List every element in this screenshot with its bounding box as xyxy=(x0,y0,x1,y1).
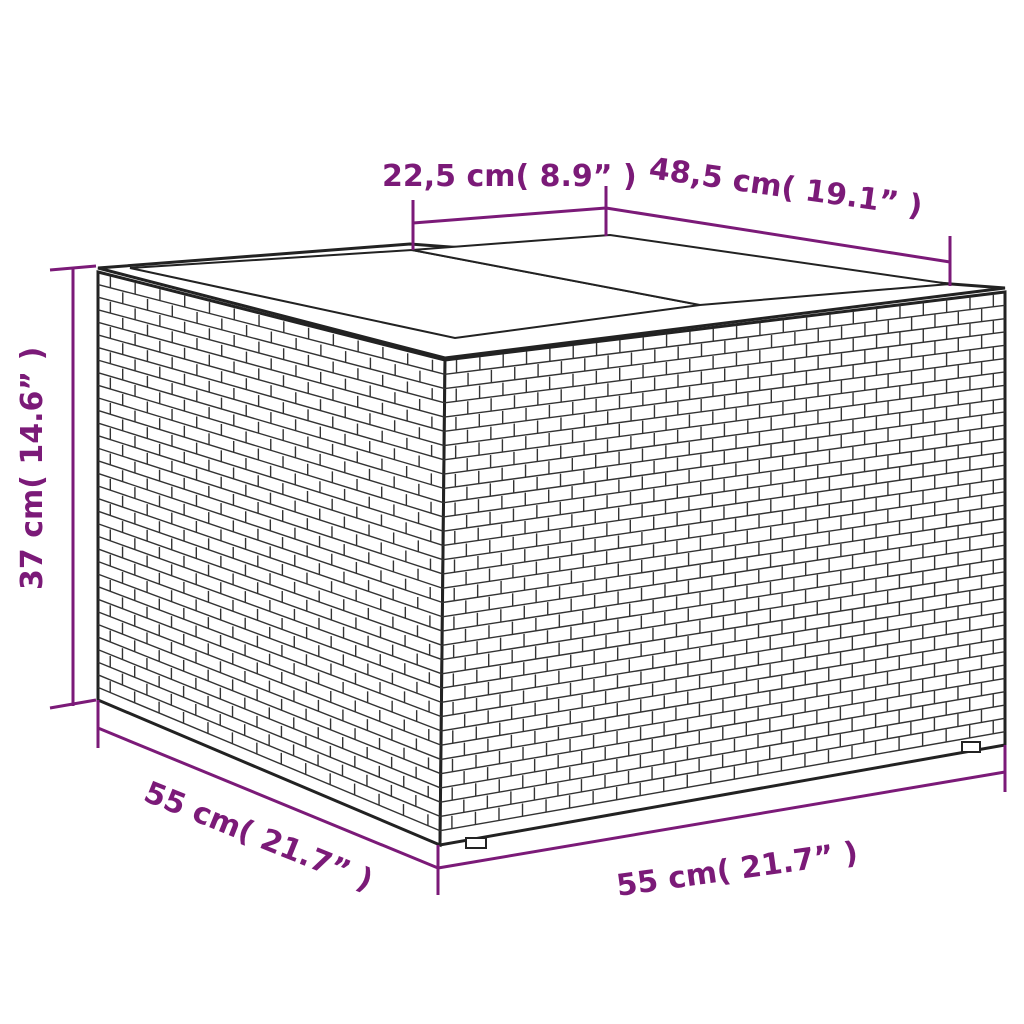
weave-strand xyxy=(443,437,1006,518)
weave-strand xyxy=(97,309,445,404)
top-panel-width-line xyxy=(412,206,607,225)
weave-strand xyxy=(97,283,446,375)
height-label: 37 cm( 14.6” ) xyxy=(15,347,50,590)
weave-strand xyxy=(440,651,1006,746)
weave-strand xyxy=(97,586,442,718)
weave-strand xyxy=(440,730,1006,832)
weave-strand xyxy=(444,357,1006,433)
weave-strand xyxy=(97,510,443,632)
weave-strand xyxy=(441,571,1006,661)
weave-strand xyxy=(444,331,1006,404)
top-panel-width-label: 22,5 cm( 8.9” ) xyxy=(382,159,637,194)
weave-strand xyxy=(97,573,442,704)
dimension-tick xyxy=(49,698,97,710)
weave-strand xyxy=(97,460,444,575)
front-width-label: 55 cm( 21.7” ) xyxy=(614,835,860,904)
weave-strand xyxy=(443,411,1006,490)
weave-strand xyxy=(444,304,1006,375)
weave-strand xyxy=(442,517,1006,604)
wicker-weave xyxy=(97,276,1006,832)
weave-strand xyxy=(441,597,1006,689)
weave-strand xyxy=(97,636,441,775)
leg-front xyxy=(465,837,487,849)
weave-strand xyxy=(442,464,1006,547)
weave-strand xyxy=(97,611,442,746)
weave-strand xyxy=(97,409,444,518)
top-depth-label: 48,5 cm( 19.1” ) xyxy=(647,151,925,224)
weave-strand xyxy=(443,384,1006,461)
leg-right xyxy=(961,741,981,753)
weave-strand xyxy=(97,674,441,818)
weave-strand xyxy=(97,560,442,689)
weave-strand xyxy=(440,677,1006,775)
weave-strand xyxy=(97,359,445,461)
dimension-lines xyxy=(49,186,1007,895)
weave-strand xyxy=(97,434,444,547)
weave-strand xyxy=(442,491,1006,575)
weave-strand xyxy=(97,384,444,490)
weave-strand xyxy=(442,544,1006,632)
dimension-tick xyxy=(49,264,97,272)
wicker-table-illustration xyxy=(96,233,1007,849)
weave-strand xyxy=(97,535,443,661)
weave-strand xyxy=(97,661,441,803)
weave-strand xyxy=(97,485,443,604)
side-depth-line xyxy=(97,726,439,870)
weave-strand xyxy=(441,624,1006,718)
weave-strand xyxy=(97,686,441,832)
top-depth-line xyxy=(605,206,951,264)
weave-strand xyxy=(440,704,1006,803)
front-width-line xyxy=(437,770,1006,870)
weave-strand xyxy=(97,334,445,432)
weave-strand xyxy=(97,296,445,390)
